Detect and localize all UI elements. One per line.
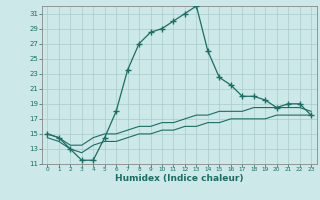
X-axis label: Humidex (Indice chaleur): Humidex (Indice chaleur) bbox=[115, 174, 244, 183]
